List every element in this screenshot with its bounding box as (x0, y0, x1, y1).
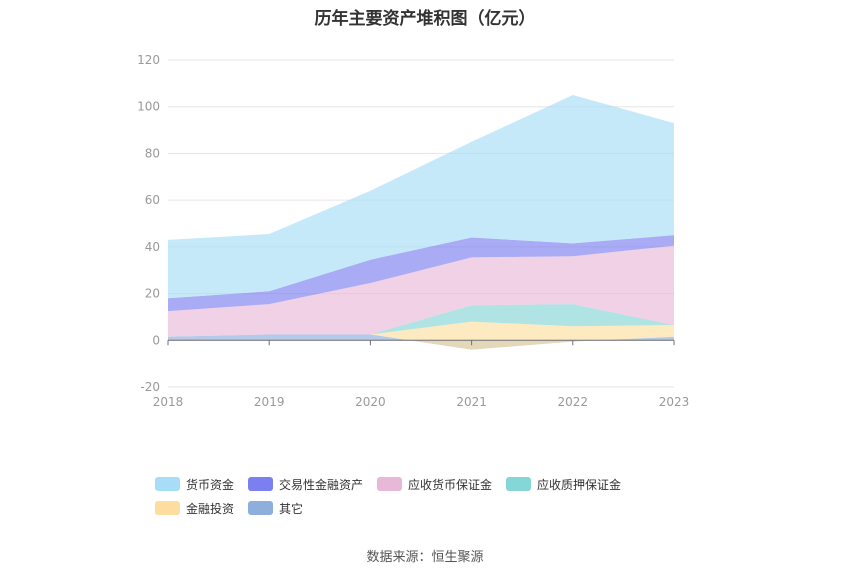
legend: 货币资金 交易性金融资产 应收货币保证金 应收质押保证金金融投资 其它 (155, 472, 715, 520)
legend-item[interactable]: 交易性金融资产 (248, 472, 363, 496)
legend-item[interactable]: 应收质押保证金 (506, 472, 621, 496)
legend-item[interactable]: 货币资金 (155, 472, 234, 496)
x-tick-label: 2019 (254, 395, 285, 409)
legend-item[interactable]: 金融投资 (155, 496, 234, 520)
area-series-4 (168, 235, 674, 312)
legend-item[interactable]: 应收货币保证金 (377, 472, 492, 496)
y-tick-label: 40 (145, 240, 160, 254)
legend-swatch (155, 501, 180, 515)
legend-swatch (155, 477, 180, 491)
chart-title: 历年主要资产堆积图（亿元） (314, 9, 536, 29)
area-series-2 (168, 304, 674, 337)
x-tick-label: 2018 (153, 395, 184, 409)
legend-swatch (506, 477, 532, 491)
legend-label: 货币资金 (186, 477, 235, 492)
y-tick-label: 20 (145, 287, 160, 301)
legend-label: 交易性金融资产 (279, 477, 364, 492)
legend-swatch (377, 477, 403, 491)
x-tick-label: 2021 (456, 395, 487, 409)
x-tick-label: 2022 (558, 395, 589, 409)
legend-swatch (248, 501, 274, 515)
legend-item[interactable]: 其它 (248, 496, 303, 520)
legend-label: 应收货币保证金 (408, 477, 493, 492)
data-source: 数据来源：恒生聚源 (366, 550, 484, 565)
y-tick-label: 120 (137, 53, 160, 67)
stacked-area-chart: -20 0 20 40 60 80 100 120 2018 2019 2020 2021 2022 20… (137, 53, 690, 409)
area-series-1 (168, 321, 674, 350)
y-tick-label: 0 (152, 333, 160, 347)
y-tick-label: 60 (145, 193, 160, 207)
legend-label: 其它 (279, 501, 304, 516)
x-tick-label: 2023 (659, 395, 690, 409)
legend-label: 金融投资 (186, 501, 235, 516)
area-series-5 (168, 95, 674, 299)
y-tick-label: -20 (140, 380, 160, 394)
area-series-3 (168, 245, 674, 337)
y-tick-label: 100 (137, 100, 160, 114)
legend-swatch (248, 477, 274, 491)
y-tick-label: 80 (145, 146, 160, 160)
legend-label: 应收质押保证金 (537, 477, 622, 492)
x-tick-label: 2020 (355, 395, 386, 409)
